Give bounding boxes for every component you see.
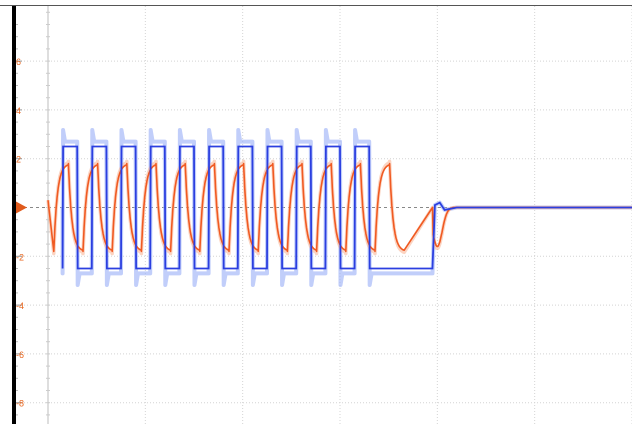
y-tick-label: -6 xyxy=(16,350,24,360)
y-tick-label: -8 xyxy=(16,399,24,409)
trigger-marker xyxy=(16,201,27,214)
y-tick-label: -4 xyxy=(16,301,24,311)
y-tick-label: 6 xyxy=(16,57,21,67)
y-tick-label: 4 xyxy=(16,106,21,116)
square-wave-ghost xyxy=(60,128,632,287)
y-tick-label: -2 xyxy=(16,252,24,262)
y-tick-label: 2 xyxy=(16,155,21,165)
traces xyxy=(47,145,632,270)
response-wave-line xyxy=(47,162,632,253)
square-wave-line xyxy=(61,145,632,270)
